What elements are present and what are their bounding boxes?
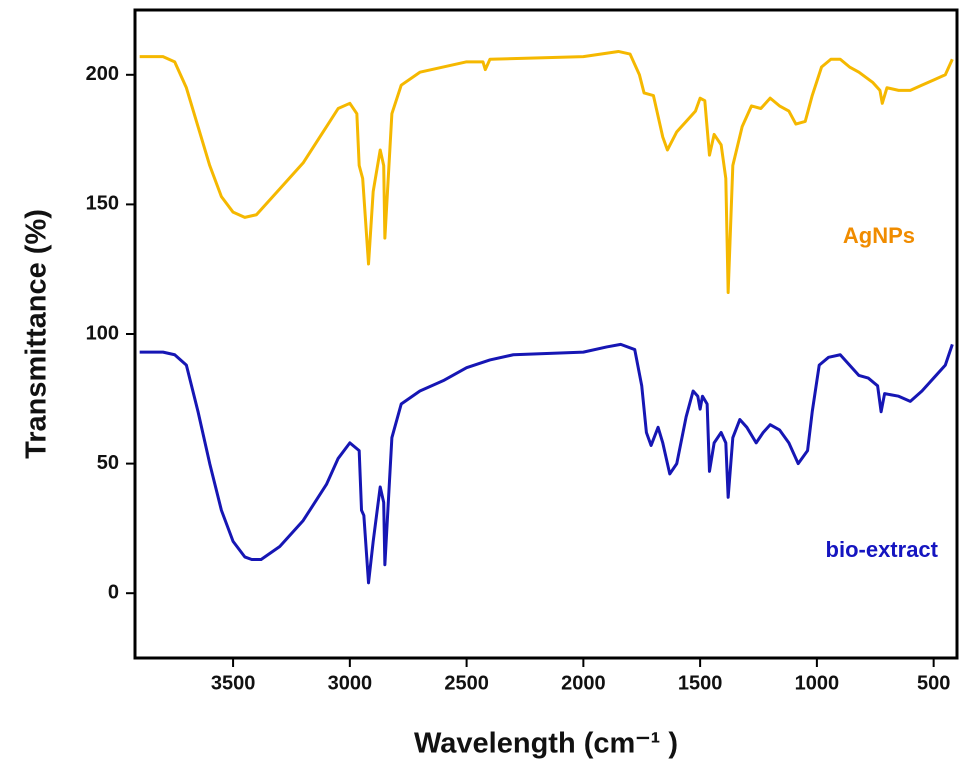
spectrum-line [139,49,954,295]
x-tick-label: 3000 [328,672,373,694]
y-tick-label: 100 [86,322,119,344]
x-tick-label: 1000 [795,672,840,694]
x-tick-label: 500 [917,672,950,694]
x-tick-label: 2000 [561,672,606,694]
y-tick-label: 150 [86,193,119,215]
y-tick-label: 200 [86,63,119,85]
annotation: AgNPs [843,223,915,248]
plot-frame [133,8,959,660]
y-tick-label: 50 [97,452,119,474]
x-tick-label: 1500 [678,672,723,694]
y-axis-title: Transmittance (%) [21,209,53,459]
y-tick-label: 0 [108,581,119,603]
spectrum-line [139,342,954,585]
x-tick-label: 3500 [211,672,256,694]
annotation: bio-extract [826,537,939,562]
x-axis-title: Wavelength (cm⁻¹ ) [414,728,678,760]
x-tick-label: 2500 [444,672,489,694]
